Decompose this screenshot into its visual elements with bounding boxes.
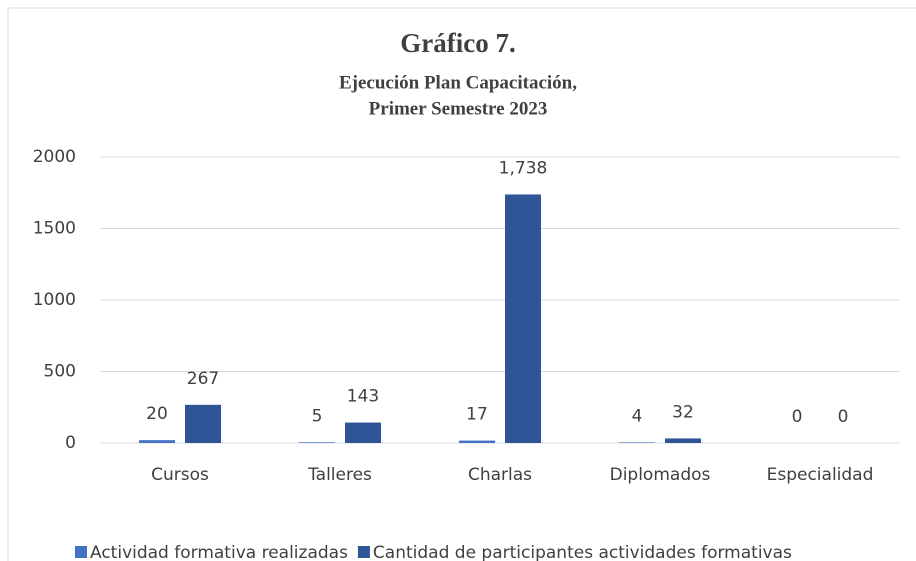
- bar: [345, 422, 381, 443]
- bar: [139, 440, 175, 443]
- data-label: 5: [312, 406, 323, 426]
- data-label: 0: [838, 407, 849, 427]
- data-label: 4: [632, 406, 643, 426]
- data-label: 20: [146, 404, 168, 424]
- y-tick-label: 1000: [33, 290, 76, 310]
- legend-label: Actividad formativa realizadas: [90, 543, 348, 561]
- legend-swatch: [357, 546, 370, 558]
- data-label: 0: [792, 407, 803, 427]
- legend-swatch: [75, 546, 87, 558]
- x-tick-label: Especialidad: [767, 465, 874, 485]
- data-label: 32: [672, 402, 694, 422]
- chart-frame: [7, 7, 916, 561]
- bar: [185, 404, 221, 443]
- bar: [459, 440, 495, 443]
- data-label: 143: [347, 387, 379, 407]
- x-tick-label: Diplomados: [610, 465, 711, 485]
- x-tick-label: Cursos: [151, 465, 209, 485]
- y-tick-label: 0: [65, 433, 76, 453]
- data-label: 267: [187, 369, 219, 389]
- data-label: 17: [466, 405, 488, 425]
- bar: [665, 438, 701, 443]
- bar: [505, 194, 541, 443]
- chart-title: Gráfico 7.: [400, 28, 515, 58]
- data-label: 1,738: [499, 158, 548, 178]
- legend-label: Cantidad de participantes actividades fo…: [373, 543, 792, 561]
- chart-subtitle: Ejecución Plan Capacitación,: [339, 72, 577, 93]
- x-tick-label: Talleres: [307, 465, 372, 485]
- bar: [299, 442, 335, 443]
- x-tick-label: Charlas: [468, 465, 532, 485]
- y-tick-label: 500: [44, 362, 76, 382]
- bar: [619, 442, 655, 443]
- y-tick-label: 1500: [33, 219, 76, 239]
- y-tick-label: 2000: [33, 147, 76, 167]
- chart-subtitle: Primer Semestre 2023: [369, 98, 548, 119]
